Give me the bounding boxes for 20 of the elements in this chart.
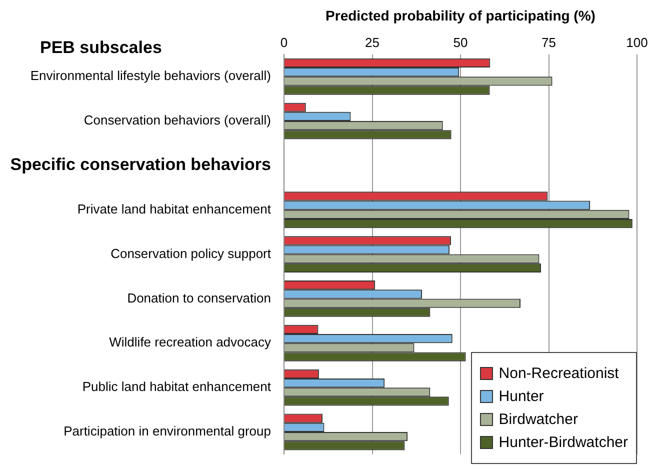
legend-label: Hunter (498, 388, 544, 405)
legend-label: Non-Recreationist (498, 365, 619, 382)
text: PEB subscales (40, 38, 162, 58)
legend-label: Birdwatcher (498, 411, 578, 428)
y-tick-label: Public land habitat enhancement (82, 379, 272, 394)
x-tick-label: 25 (365, 35, 380, 50)
y-tick-label: Donation to conservation (127, 290, 271, 306)
y-tick-label: Participation in environmental group (64, 424, 271, 439)
x-tick-label: 75 (542, 35, 556, 50)
y-tick-label: Specific conservation behaviors (10, 155, 271, 174)
y-tick-label: Wildlife recreation advocacy (109, 334, 272, 350)
legend-label: Hunter-Birdwatcher (498, 434, 628, 451)
y-tick-label: Private land habitat enhancement (77, 201, 272, 216)
x-tick-label: 50 (453, 35, 468, 50)
y-tick-label: Conservation behaviors (overall) (84, 112, 271, 128)
x-axis-title: Predicted probability of participating (%) (326, 7, 596, 24)
y-tick-label: Conservation policy support (110, 246, 272, 261)
x-tick-label: 0 (280, 35, 288, 50)
x-tick-label: 100 (626, 35, 648, 50)
y-tick-label: Environmental lifestyle behaviors (overall) (30, 68, 271, 84)
